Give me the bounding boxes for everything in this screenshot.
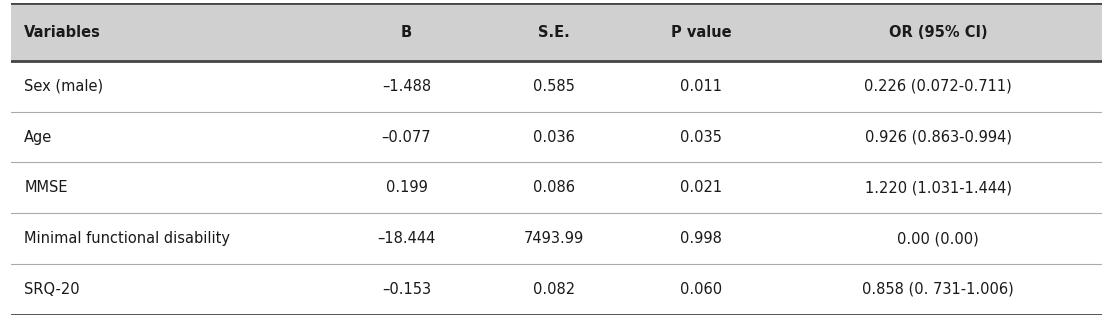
Text: 0.199: 0.199: [385, 180, 427, 195]
Text: 0.226 (0.072-0.711): 0.226 (0.072-0.711): [865, 79, 1012, 94]
Text: 0.011: 0.011: [680, 79, 722, 94]
Bar: [11, 3, 1102, 61]
Bar: [11, 112, 1102, 162]
Text: 0.036: 0.036: [533, 129, 574, 144]
Bar: [11, 61, 1102, 112]
Text: S.E.: S.E.: [538, 24, 570, 39]
Text: P value: P value: [671, 24, 731, 39]
Text: 1.220 (1.031-1.444): 1.220 (1.031-1.444): [865, 180, 1012, 195]
Text: 0.926 (0.863-0.994): 0.926 (0.863-0.994): [865, 129, 1012, 144]
Text: 0.021: 0.021: [680, 180, 722, 195]
Text: 0.998: 0.998: [680, 231, 722, 246]
Text: 7493.99: 7493.99: [523, 231, 584, 246]
Text: –18.444: –18.444: [377, 231, 435, 246]
Text: 0.060: 0.060: [680, 282, 722, 297]
Text: –0.077: –0.077: [382, 129, 432, 144]
Text: Sex (male): Sex (male): [24, 79, 104, 94]
Text: 0.585: 0.585: [533, 79, 574, 94]
Text: Variables: Variables: [24, 24, 101, 39]
Text: SRQ-20: SRQ-20: [24, 282, 80, 297]
Text: –0.153: –0.153: [382, 282, 431, 297]
Bar: [11, 213, 1102, 264]
Text: OR (95% CI): OR (95% CI): [889, 24, 987, 39]
Bar: [11, 162, 1102, 213]
Text: MMSE: MMSE: [24, 180, 68, 195]
Text: 0.086: 0.086: [533, 180, 574, 195]
Text: 0.035: 0.035: [680, 129, 722, 144]
Bar: [11, 264, 1102, 315]
Text: 0.00 (0.00): 0.00 (0.00): [897, 231, 979, 246]
Text: 0.858 (0. 731-1.006): 0.858 (0. 731-1.006): [863, 282, 1014, 297]
Text: Age: Age: [24, 129, 52, 144]
Text: –1.488: –1.488: [382, 79, 431, 94]
Text: Minimal functional disability: Minimal functional disability: [24, 231, 230, 246]
Text: B: B: [401, 24, 412, 39]
Text: 0.082: 0.082: [533, 282, 574, 297]
